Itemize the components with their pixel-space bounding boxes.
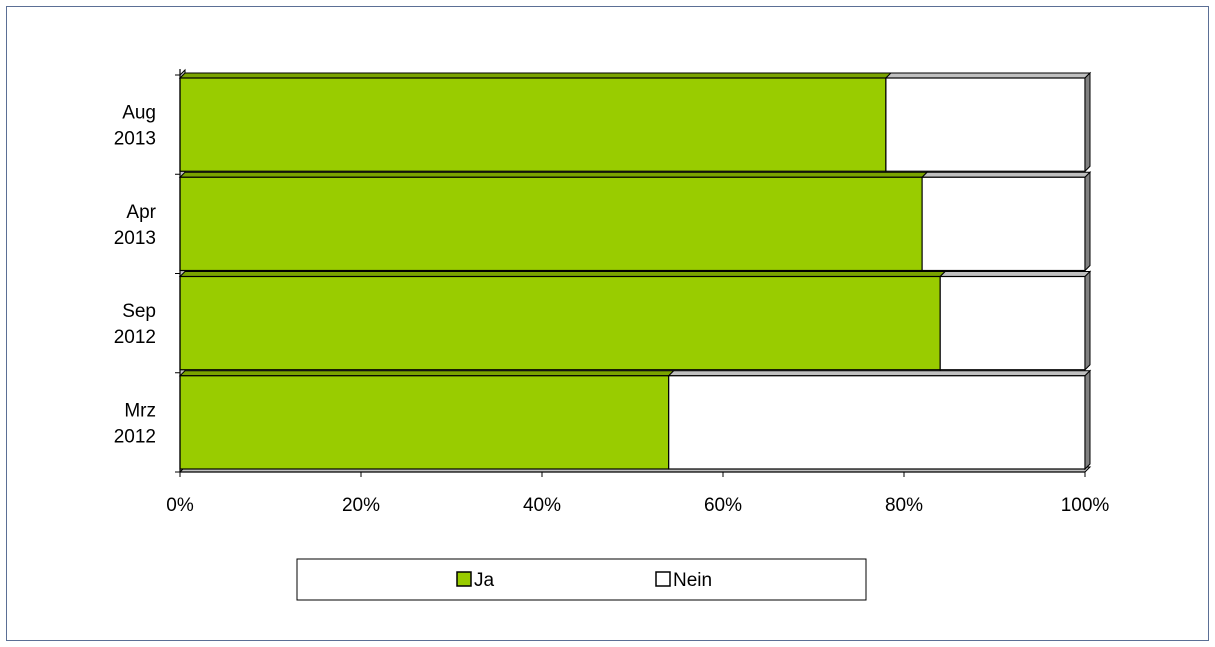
bar-ja-0	[179, 77, 887, 172]
y-tick-label-2-1: 2012	[114, 327, 156, 348]
x-tick-label-5: 100%	[1061, 495, 1110, 516]
x-tick-label-4: 80%	[885, 495, 923, 516]
y-tick-label-3-0: Mrz	[124, 400, 156, 421]
bar-top-nein-3	[667, 370, 1092, 377]
bar-side-2	[1084, 270, 1091, 371]
x-tick-label-3: 60%	[704, 495, 742, 516]
bar-side-0	[1084, 71, 1091, 173]
bar-ja-3	[179, 375, 670, 470]
legend-swatch-nein	[655, 571, 671, 587]
bar-side-1	[1084, 171, 1091, 272]
y-tick-label-3-1: 2012	[114, 426, 156, 447]
x-tick-label-0: 0%	[166, 495, 194, 516]
legend-label-nein: Nein	[673, 570, 712, 591]
y-tick-label-1-0: Apr	[126, 202, 156, 223]
bar-nein-1	[921, 176, 1086, 272]
bar-top-nein-0	[884, 72, 1092, 79]
bar-side-3	[1084, 369, 1091, 471]
y-tick-label-1-1: 2013	[114, 228, 156, 249]
legend-box	[296, 558, 867, 601]
bar-top-ja-0	[178, 72, 893, 79]
bar-top-ja-1	[178, 171, 929, 178]
bar-ja-2	[179, 275, 941, 371]
y-tick-label-2-0: Sep	[122, 301, 156, 322]
bar-nein-3	[668, 375, 1086, 470]
bar-top-nein-2	[938, 271, 1092, 277]
y-tick-label-0-0: Aug	[122, 103, 156, 124]
bar-top-nein-1	[920, 171, 1092, 178]
x-tick-label-2: 40%	[523, 495, 561, 516]
x-tick-label-1: 20%	[342, 495, 380, 516]
bar-top-ja-2	[178, 271, 947, 277]
bar-top-ja-3	[178, 370, 675, 377]
bar-nein-0	[885, 77, 1086, 172]
y-tick-label-0-1: 2013	[114, 129, 156, 150]
bar-ja-1	[179, 176, 923, 272]
bar-nein-2	[939, 275, 1086, 371]
legend-swatch-ja	[456, 571, 472, 587]
legend-label-ja: Ja	[474, 570, 495, 591]
